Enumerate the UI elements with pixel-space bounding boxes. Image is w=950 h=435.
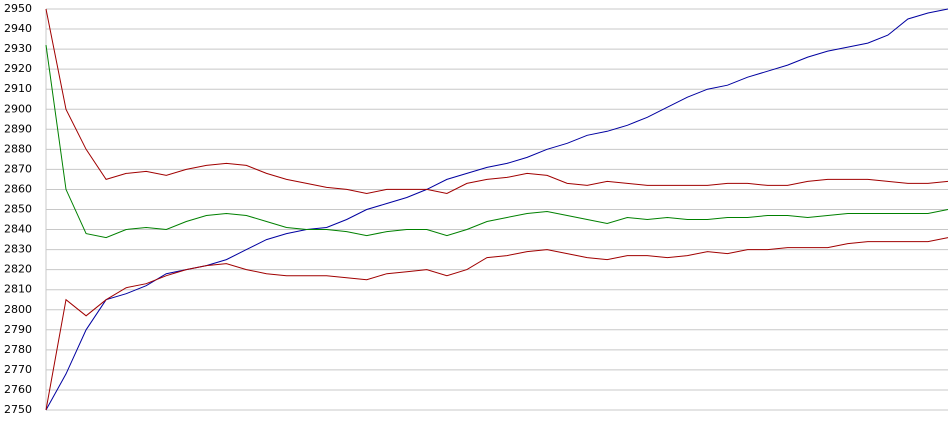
y-tick-label: 2850 [4, 203, 32, 216]
y-tick-label: 2810 [4, 283, 32, 296]
y-tick-label: 2940 [4, 22, 32, 35]
y-tick-label: 2840 [4, 223, 32, 236]
y-tick-label: 2770 [4, 363, 32, 376]
y-tick-label: 2900 [4, 102, 32, 115]
y-tick-label: 2910 [4, 82, 32, 95]
y-tick-label: 2930 [4, 42, 32, 55]
y-tick-label: 2780 [4, 343, 32, 356]
series-line [45, 8, 949, 195]
y-tick-label: 2750 [4, 403, 32, 416]
y-tick-label: 2760 [4, 383, 32, 396]
y-tick-label: 2920 [4, 62, 32, 75]
y-tick-label: 2870 [4, 162, 32, 175]
y-tick-label: 2890 [4, 122, 32, 135]
y-tick-label: 2880 [4, 142, 32, 155]
y-tick-label: 2800 [4, 303, 32, 316]
series-line [45, 237, 949, 411]
y-tick-label: 2830 [4, 243, 32, 256]
y-tick-label: 2950 [4, 2, 32, 15]
y-tick-label: 2860 [4, 182, 32, 195]
y-tick-label: 2820 [4, 263, 32, 276]
series-line [45, 45, 949, 239]
y-tick-label: 2790 [4, 323, 32, 336]
